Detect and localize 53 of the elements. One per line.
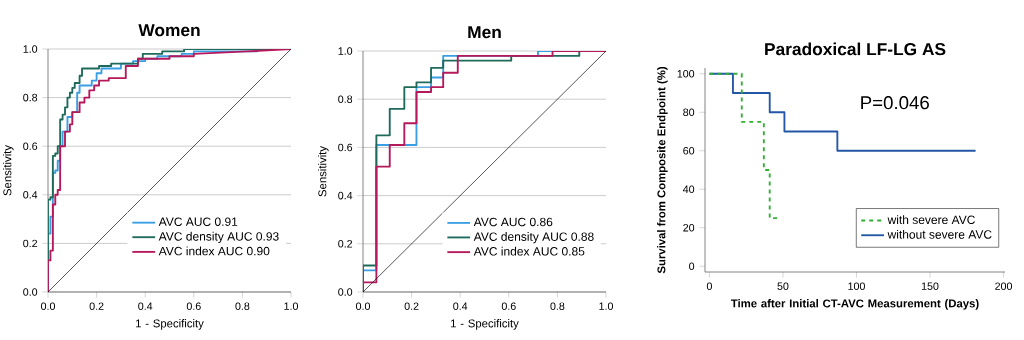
y-tick-label: 80 xyxy=(683,108,695,117)
y-tick-label: 1.0 xyxy=(338,47,353,55)
y-tick-label: 40 xyxy=(682,185,695,194)
x-tick-label: 0 xyxy=(706,282,712,290)
legend-label: AVC index AUC 0.90 xyxy=(158,246,270,256)
y-tick-label: 0 xyxy=(689,262,695,270)
x-tick-label: 0.4 xyxy=(138,302,153,310)
y-tick-label: 0.6 xyxy=(338,143,353,152)
y-tick-label: 1.0 xyxy=(23,45,38,53)
x-tick-label: 150 xyxy=(921,282,939,290)
x-tick-label: 1.0 xyxy=(599,302,614,310)
x-tick-label: 100 xyxy=(848,282,865,290)
y-axis-title: Sensitivity xyxy=(3,145,14,196)
x-tick-label: 200 xyxy=(995,282,1013,290)
x-tick-label: 1.0 xyxy=(284,302,299,310)
x-tick-label: 0.6 xyxy=(501,302,516,310)
legend-label: AVC AUC 0.86 xyxy=(473,217,553,227)
y-tick-label: 0.4 xyxy=(338,191,353,200)
y-tick-label: 20 xyxy=(683,223,695,232)
x-tick-label: 0.2 xyxy=(404,302,419,310)
legend-label: without severe AVC xyxy=(887,229,992,239)
legend-label: AVC AUC 0.91 xyxy=(158,217,238,226)
y-tick-label: 100 xyxy=(677,70,695,78)
y-tick-label: 0.6 xyxy=(23,142,38,150)
chart-title: Women xyxy=(138,24,200,37)
y-tick-label: 0.0 xyxy=(338,288,353,296)
legend-label: AVC density AUC 0.93 xyxy=(158,231,279,244)
x-tick-label: 0.6 xyxy=(186,302,201,310)
legend-label: with severe AVC xyxy=(887,215,975,225)
x-tick-label: 0.8 xyxy=(550,302,565,310)
x-tick-label: 0.0 xyxy=(41,302,56,310)
y-axis-title: Sensitivity xyxy=(318,146,329,197)
y-axis-title: Survival from Composite Endpoint (%) xyxy=(657,67,668,274)
chart-title: Men xyxy=(468,26,501,39)
x-tick-label: 50 xyxy=(777,282,789,290)
y-tick-label: 0.8 xyxy=(338,95,353,103)
x-tick-label: 0.8 xyxy=(235,302,250,310)
chart-title: Paradoxical LF-LG AS xyxy=(765,42,946,56)
legend-label: AVC index AUC 0.85 xyxy=(473,246,585,256)
y-tick-label: 60 xyxy=(683,146,695,155)
y-tick-label: 0.4 xyxy=(23,191,38,199)
x-axis-title: 1 - Specificity xyxy=(136,319,204,330)
y-tick-label: 0.2 xyxy=(23,239,38,248)
x-axis-title: Time after Initial CT-AVC Measurement (Days) xyxy=(730,299,979,310)
legend-label: AVC density AUC 0.88 xyxy=(473,232,594,244)
x-tick-label: 0.0 xyxy=(356,302,371,310)
y-tick-label: 0.8 xyxy=(23,93,38,102)
x-axis-title: 1 - Specificity xyxy=(451,319,519,330)
x-tick-label: 0.4 xyxy=(453,302,468,310)
y-tick-label: 0.0 xyxy=(23,288,38,296)
annotation: P=0.046 xyxy=(861,96,929,110)
y-tick-label: 0.2 xyxy=(338,240,353,248)
x-tick-label: 0.2 xyxy=(89,302,104,310)
